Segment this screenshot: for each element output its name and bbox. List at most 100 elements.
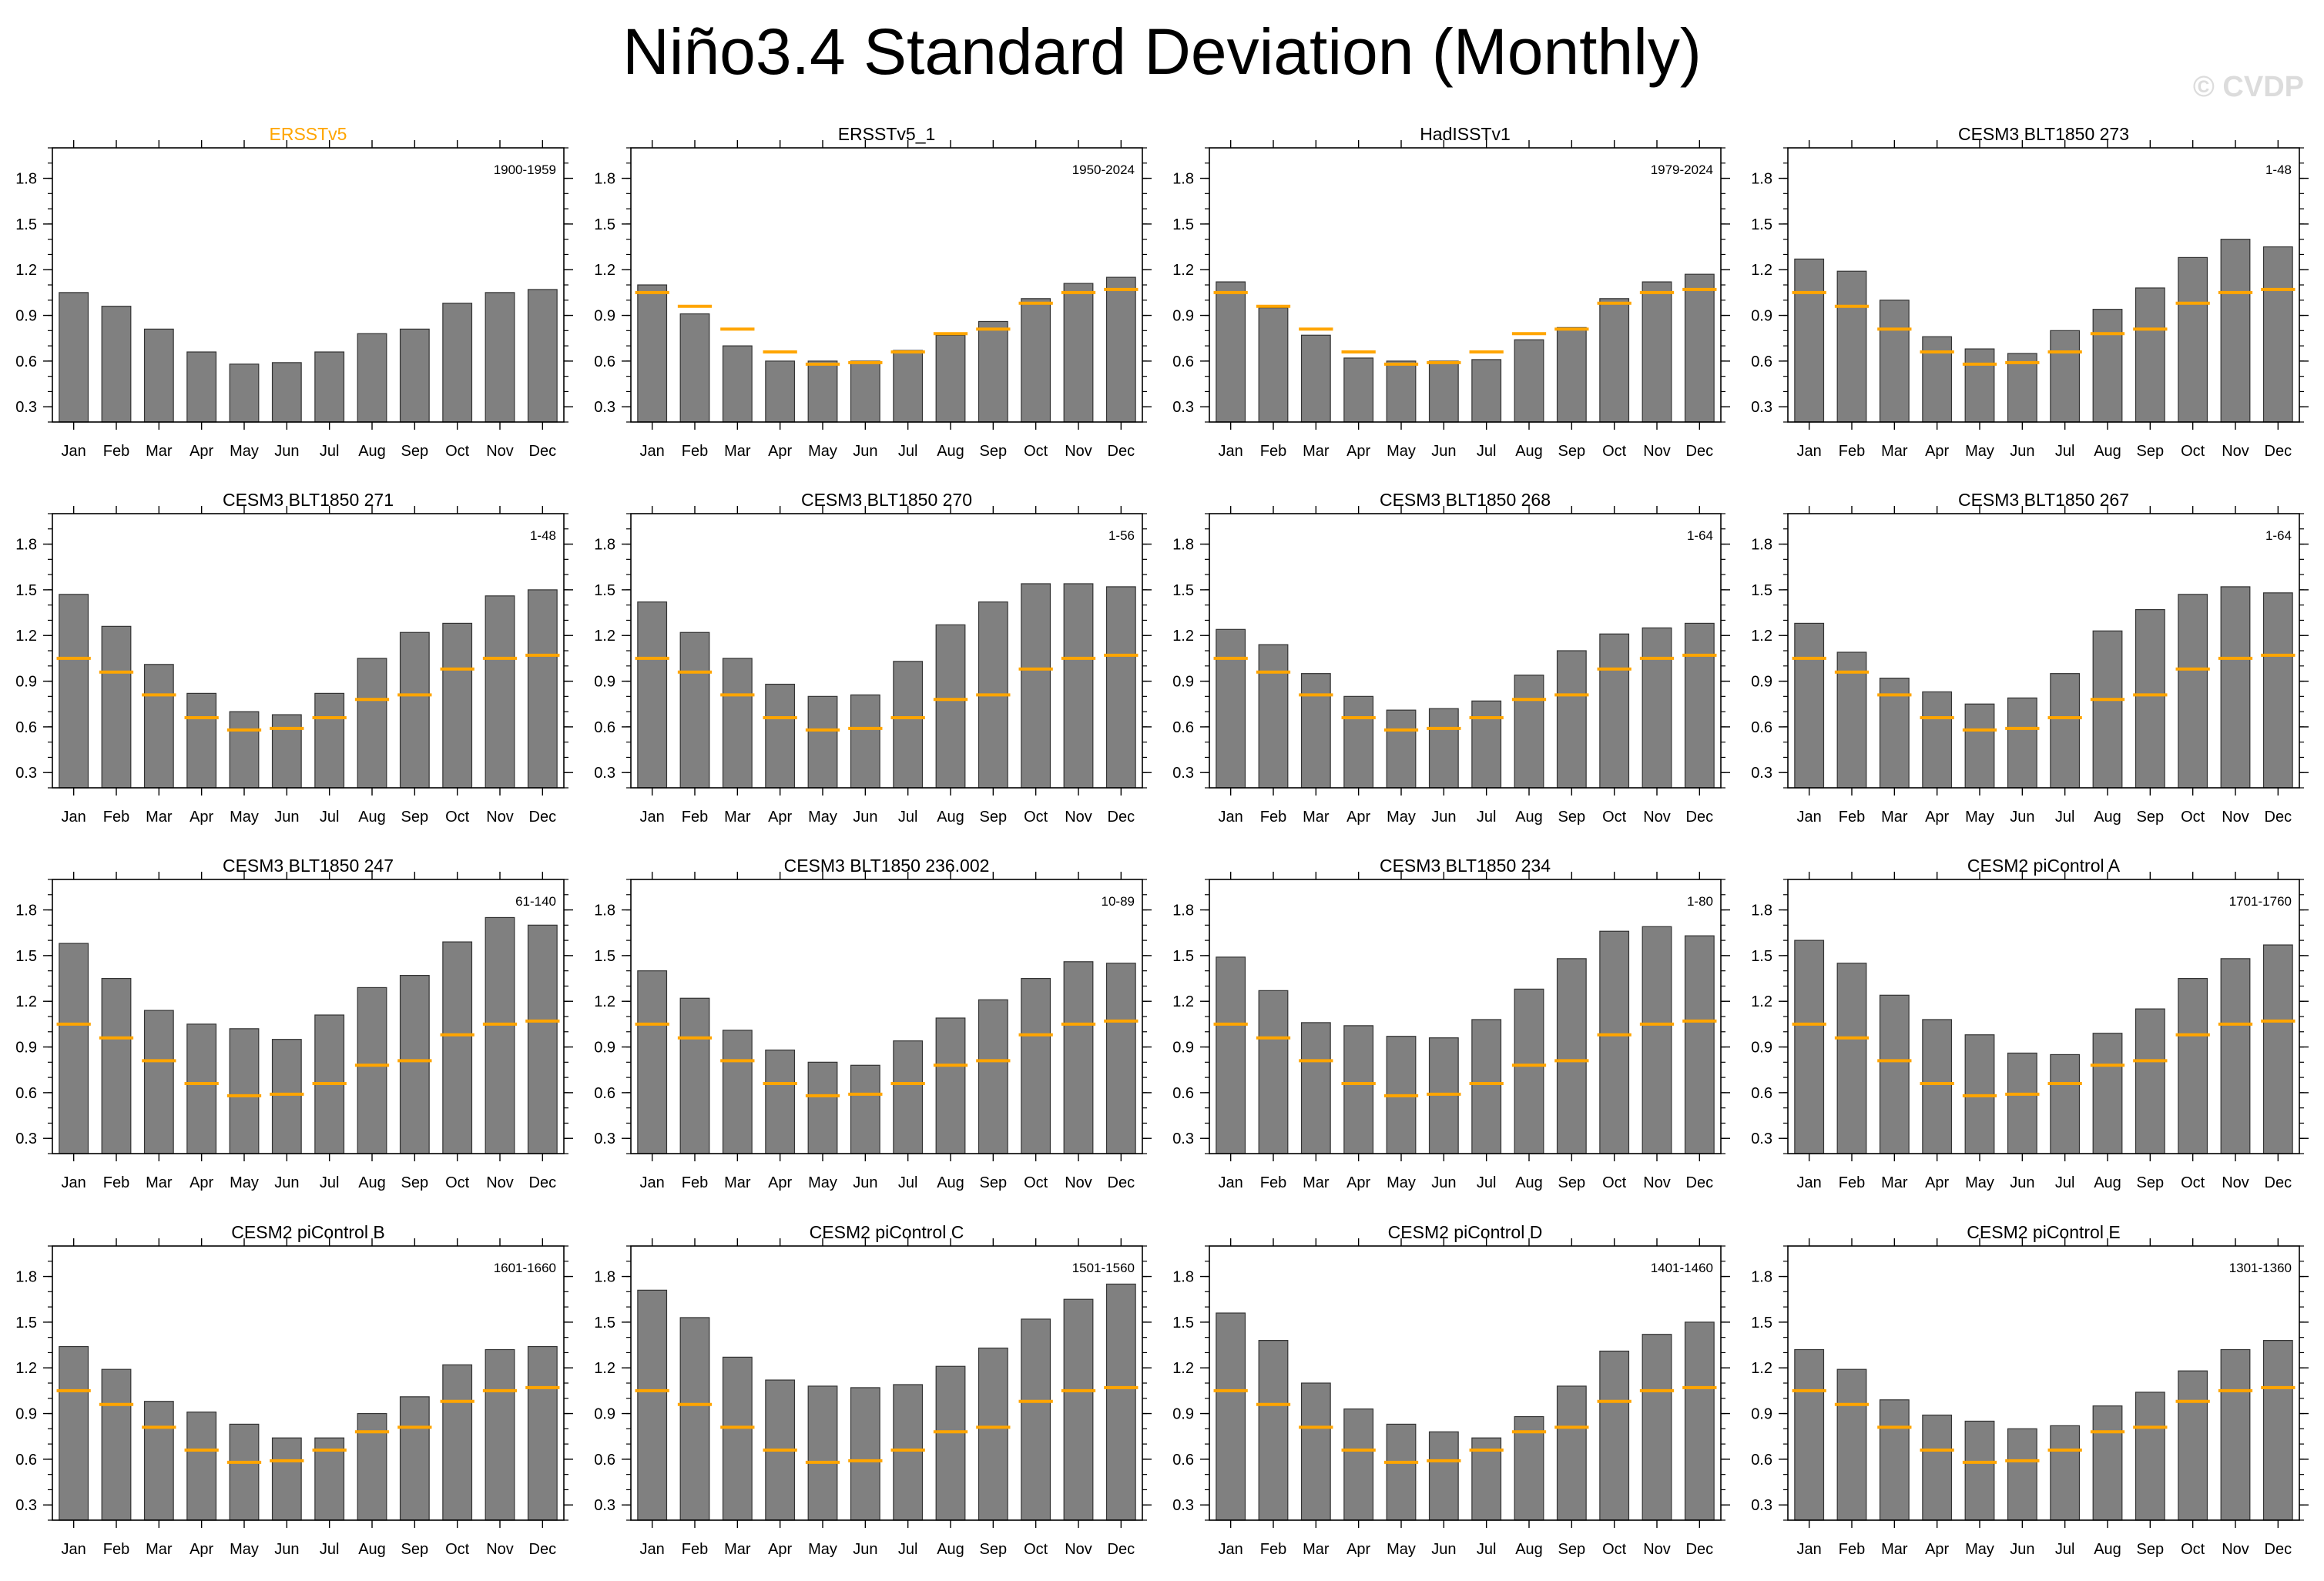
y-tick-label: 1.2 — [594, 1360, 615, 1377]
bar-feb — [1836, 1368, 1867, 1521]
bar-feb — [1258, 644, 1289, 789]
x-tick-label: Oct — [2181, 1541, 2205, 1558]
y-tick-label: 0.3 — [1751, 399, 1772, 416]
bar-apr — [186, 1023, 217, 1154]
x-tick-label: Jan — [640, 1174, 665, 1191]
x-tick-label: Jun — [1431, 1541, 1456, 1558]
bar-oct — [442, 1364, 473, 1521]
bar-dec — [527, 589, 558, 789]
bar-oct — [1599, 633, 1630, 789]
x-tick-label: Apr — [1925, 1174, 1949, 1191]
bar-aug — [1514, 339, 1544, 423]
bar-apr — [186, 692, 217, 789]
bar-jun — [850, 360, 880, 423]
x-tick-label: Sep — [1558, 443, 1586, 460]
x-tick-label: Mar — [1303, 1541, 1330, 1558]
x-tick-label: Jan — [640, 809, 665, 826]
bar-jun — [271, 1437, 302, 1521]
y-tick-label: 0.3 — [594, 1130, 615, 1147]
panel-16: CESM2 piControl E 0.3 0.6 0.9 1.2 1.5 1.8 Jan Fe… — [1751, 1222, 2309, 1558]
x-tick-label: Jul — [1477, 1174, 1497, 1191]
bar-feb — [101, 625, 132, 789]
plot-frame — [52, 513, 565, 789]
x-tick-label: Dec — [529, 443, 557, 460]
y-tick-label: 1.5 — [1751, 1315, 1772, 1331]
x-tick-label: May — [1965, 1541, 1994, 1558]
bar-nov — [2220, 958, 2251, 1154]
y-tick-label: 0.9 — [1172, 1040, 1194, 1057]
panel-title: CESM3 BLT1850 273 — [1958, 124, 2129, 144]
bar-feb — [1836, 651, 1867, 789]
y-tick-label: 0.9 — [1172, 308, 1194, 325]
x-tick-label: Mar — [724, 1541, 751, 1558]
y-tick-label: 1.8 — [594, 1269, 615, 1286]
bar-dec — [2262, 1340, 2293, 1521]
y-tick-label: 1.2 — [15, 628, 37, 645]
x-tick-label: Jan — [62, 1541, 86, 1558]
x-tick-label: Jun — [2010, 1174, 2034, 1191]
x-tick-label: Dec — [2265, 809, 2292, 826]
bar-aug — [2092, 309, 2123, 423]
y-tick-label: 1.2 — [1172, 1360, 1194, 1377]
y-tick-label: 0.9 — [1751, 674, 1772, 691]
bar-apr — [765, 683, 796, 789]
x-tick-label: Mar — [1303, 809, 1330, 826]
x-tick-label: Dec — [1108, 443, 1135, 460]
y-tick-label: 0.3 — [1172, 399, 1194, 416]
plot-frame — [1787, 147, 2300, 423]
bar-jun — [271, 714, 302, 789]
x-tick-label: Jun — [853, 1174, 877, 1191]
bar-apr — [765, 1049, 796, 1154]
x-tick-label: Jun — [2010, 809, 2034, 826]
x-tick-label: Oct — [445, 809, 470, 826]
x-tick-label: Sep — [2137, 1174, 2165, 1191]
x-tick-label: May — [808, 443, 837, 460]
bar-nov — [1063, 1298, 1094, 1521]
bar-oct — [2178, 1370, 2208, 1521]
bar-jun — [2007, 1428, 2037, 1521]
bar-aug — [357, 986, 387, 1154]
x-tick-label: Jan — [1219, 443, 1243, 460]
y-tick-label: 0.6 — [15, 719, 37, 736]
period-label: 1-64 — [2265, 528, 2292, 543]
bar-jul — [893, 350, 924, 423]
x-tick-label: Oct — [1024, 809, 1048, 826]
y-tick-label: 0.3 — [594, 765, 615, 782]
panel-10: CESM3 BLT1850 236.002 0.3 0.6 0.9 1.2 1.5 1.8 J… — [594, 856, 1152, 1191]
y-tick-label: 1.2 — [1172, 993, 1194, 1010]
bar-jan — [1794, 940, 1825, 1154]
y-tick-label: 1.2 — [594, 628, 615, 645]
bar-feb — [1258, 990, 1289, 1154]
bar-dec — [527, 924, 558, 1154]
bar-jan — [637, 1289, 668, 1521]
x-tick-label: Jul — [898, 1174, 918, 1191]
bar-jan — [1216, 1312, 1246, 1521]
x-tick-label: Nov — [2222, 443, 2249, 460]
y-tick-label: 1.2 — [15, 993, 37, 1010]
x-tick-label: Sep — [401, 1541, 429, 1558]
x-tick-label: Nov — [2222, 809, 2249, 826]
x-tick-label: Feb — [1839, 1174, 1865, 1191]
x-tick-label: Apr — [1346, 1541, 1370, 1558]
period-label: 1979-2024 — [1651, 162, 1713, 177]
x-tick-label: May — [1387, 1541, 1416, 1558]
bar-jul — [1471, 700, 1502, 789]
x-tick-label: Mar — [1881, 1174, 1908, 1191]
x-tick-label: Dec — [529, 1541, 557, 1558]
bar-may — [807, 360, 838, 423]
x-tick-label: May — [808, 1541, 837, 1558]
panel-1: ERSSTv5 0.3 0.6 0.9 1.2 1.5 1.8 Jan Feb Mar Apr May… — [15, 124, 573, 460]
x-tick-label: Aug — [2094, 443, 2121, 460]
panel-13: CESM2 piControl B 0.3 0.6 0.9 1.2 1.5 1.8 Jan Fe… — [15, 1222, 573, 1558]
bar-oct — [1599, 298, 1630, 423]
bar-nov — [1063, 583, 1094, 789]
x-tick-label: Jul — [898, 809, 918, 826]
y-tick-label: 0.6 — [594, 353, 615, 370]
x-tick-label: May — [1387, 443, 1416, 460]
bar-oct — [2178, 594, 2208, 789]
plot-frame — [1209, 147, 1722, 423]
x-tick-label: Oct — [1024, 1174, 1048, 1191]
bar-nov — [2220, 1348, 2251, 1521]
x-tick-label: Dec — [529, 1174, 557, 1191]
bar-aug — [1514, 1415, 1544, 1521]
